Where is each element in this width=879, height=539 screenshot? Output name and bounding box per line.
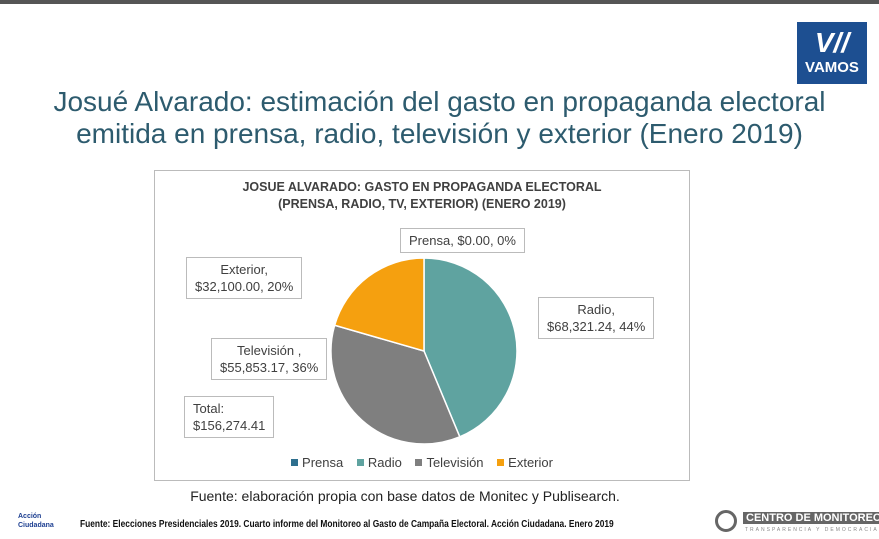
pie-slice-exterior bbox=[333, 257, 425, 352]
footer-text: Fuente: Elecciones Presidenciales 2019. … bbox=[80, 519, 614, 530]
label-exterior: Exterior, $32,100.00, 20% bbox=[186, 257, 303, 299]
pie-slice-radio bbox=[423, 257, 518, 438]
label-prensa: Prensa, $0.00, 0% bbox=[400, 228, 525, 253]
vamos-logo: V//VAMOS bbox=[797, 22, 867, 84]
pie-slice-televisión bbox=[330, 324, 461, 445]
chart-title: JOSUE ALVARADO: GASTO EN PROPAGANDA ELEC… bbox=[242, 180, 602, 211]
legend-prensa: Prensa bbox=[291, 455, 343, 470]
source-note: Fuente: elaboración propia con base dato… bbox=[190, 488, 620, 504]
accion-ciudadana-logo: Acción Ciudadana bbox=[18, 513, 54, 529]
pie-svg bbox=[330, 257, 518, 445]
label-television: Televisión , $55,853.17, 36% bbox=[211, 338, 328, 380]
pie-chart: JOSUE ALVARADO: GASTO EN PROPAGANDA ELEC… bbox=[154, 170, 690, 481]
centro-monitoreo-logo: CENTRO DE MONITOREO DETRANSPARENCIA Y DE… bbox=[715, 510, 879, 536]
label-radio: Radio, $68,321.24, 44% bbox=[538, 297, 655, 339]
legend-television: Televisión bbox=[415, 455, 484, 470]
label-total: Total: $156,274.41 bbox=[184, 396, 275, 438]
legend-radio: Radio bbox=[356, 455, 402, 470]
legend-exterior: Exterior bbox=[497, 455, 553, 470]
legend: Prensa Radio Televisión Exterior bbox=[155, 455, 689, 470]
page-title: Josué Alvarado: estimación del gasto en … bbox=[53, 86, 826, 149]
top-bar bbox=[0, 0, 879, 4]
